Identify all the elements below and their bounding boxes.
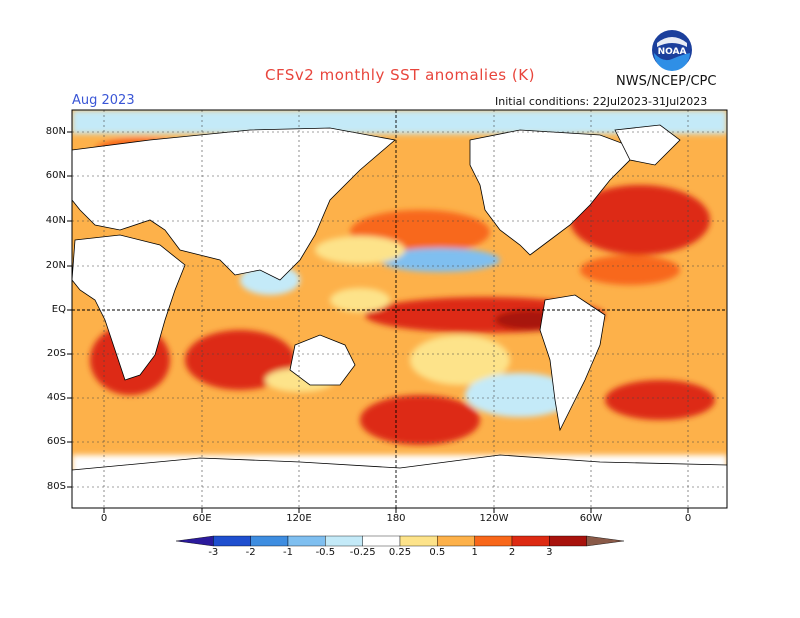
lon-label: 0 — [684, 513, 692, 524]
agency-label: NWS/NCEP/CPC — [616, 74, 717, 89]
lat-label: 20S — [46, 348, 66, 359]
forecast-period: Aug 2023 — [72, 93, 135, 108]
land-masses — [72, 124, 727, 508]
colorbar-swatch — [437, 535, 475, 547]
colorbar-swatch — [474, 535, 513, 547]
colorbar-label: 1 — [471, 547, 478, 558]
colorbar-swatch — [250, 535, 289, 547]
initial-conditions: Initial conditions: 22Jul2023-31Jul2023 — [495, 95, 708, 108]
colorbar — [175, 535, 625, 547]
colorbar-swatch — [325, 535, 363, 547]
colorbar-label: -1 — [283, 547, 293, 558]
lon-label: 60E — [192, 513, 212, 524]
lat-label: 80S — [46, 481, 66, 492]
lon-label: 60W — [579, 513, 603, 524]
svg-text:NOAA: NOAA — [658, 47, 687, 57]
colorbar-label: 3 — [546, 547, 553, 558]
colorbar-label: -3 — [208, 547, 219, 558]
lon-label: 0 — [100, 513, 108, 524]
lat-label: 60N — [45, 170, 66, 181]
colorbar-label: 0.25 — [388, 547, 412, 558]
lat-label: 80N — [45, 126, 66, 137]
colorbar-swatch — [549, 535, 587, 547]
lat-label: EQ — [51, 304, 66, 315]
noaa-logo: NOAA — [652, 30, 692, 71]
colorbar-swatch — [213, 535, 251, 547]
colorbar-swatch — [287, 535, 326, 547]
colorbar-label: -0.25 — [349, 547, 376, 558]
lat-label: 40N — [45, 215, 66, 226]
colorbar-swatch — [362, 535, 401, 547]
graticule — [72, 110, 727, 508]
lat-label: 20N — [45, 260, 66, 271]
colorbar-label: 2 — [508, 547, 516, 558]
lat-label: 40S — [46, 392, 66, 403]
lon-label: 180 — [386, 513, 406, 524]
chart-title: CFSv2 monthly SST anomalies (K) — [265, 66, 535, 84]
lon-label: 120W — [479, 513, 509, 524]
colorbar-swatch — [399, 535, 438, 547]
colorbar-label: -2 — [245, 547, 256, 558]
colorbar-label: -0.5 — [315, 547, 336, 558]
lon-label: 120E — [286, 513, 312, 524]
colorbar-swatch — [511, 535, 550, 547]
colorbar-swatch — [586, 535, 625, 547]
lat-label: 60S — [46, 436, 66, 447]
colorbar-label: 0.5 — [429, 547, 446, 558]
colorbar-swatch — [175, 535, 214, 547]
map-frame — [71, 109, 728, 509]
